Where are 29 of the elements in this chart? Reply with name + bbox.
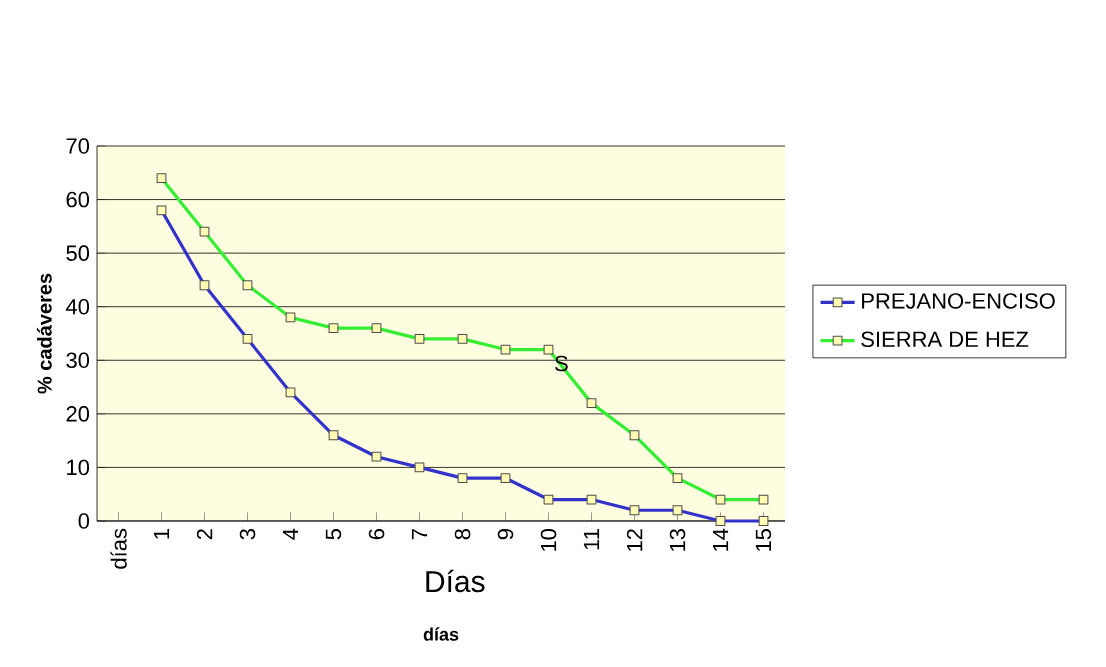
x-tick-label: 10 <box>540 528 557 551</box>
y-tick-label: 40 <box>65 298 90 315</box>
y-tick-label: 70 <box>66 138 90 154</box>
legend-label: SIERRA DE HEZ <box>861 331 1029 348</box>
y-tick-label: 0 <box>78 513 90 529</box>
y-tick-label: 30 <box>66 352 90 369</box>
y-tick-label: 10 <box>67 459 90 476</box>
x-tick-label: 1 <box>153 529 170 539</box>
x-tick-label: 5 <box>325 528 342 540</box>
x-tick-label: 7 <box>411 529 428 540</box>
text: Días <box>426 569 485 593</box>
x-tick-label: 15 <box>755 529 772 551</box>
x-tick-label: 8 <box>454 529 471 540</box>
y-tick-label: 60 <box>66 191 90 208</box>
y-tick-label: 20 <box>66 406 90 422</box>
legend-label: PREJANO-ENCISO <box>862 293 1055 309</box>
x-tick-label: 6 <box>368 529 385 540</box>
x-tick-label: 2 <box>196 529 213 540</box>
x-tick-label: 14 <box>712 528 729 551</box>
x-tick-label: 11 <box>583 529 600 550</box>
x-tick-label: 13 <box>669 529 686 551</box>
x-tick-label: 12 <box>626 529 643 551</box>
x-tick-label: 3 <box>239 529 256 540</box>
x-tick-label: 4 <box>282 528 299 540</box>
y-axis-title: % cadáveres <box>36 273 52 394</box>
x-tick-label: días <box>110 528 127 569</box>
x-axis-title: días <box>423 627 459 641</box>
x-tick-label: 9 <box>497 529 514 540</box>
y-tick-label: 50 <box>66 245 90 261</box>
